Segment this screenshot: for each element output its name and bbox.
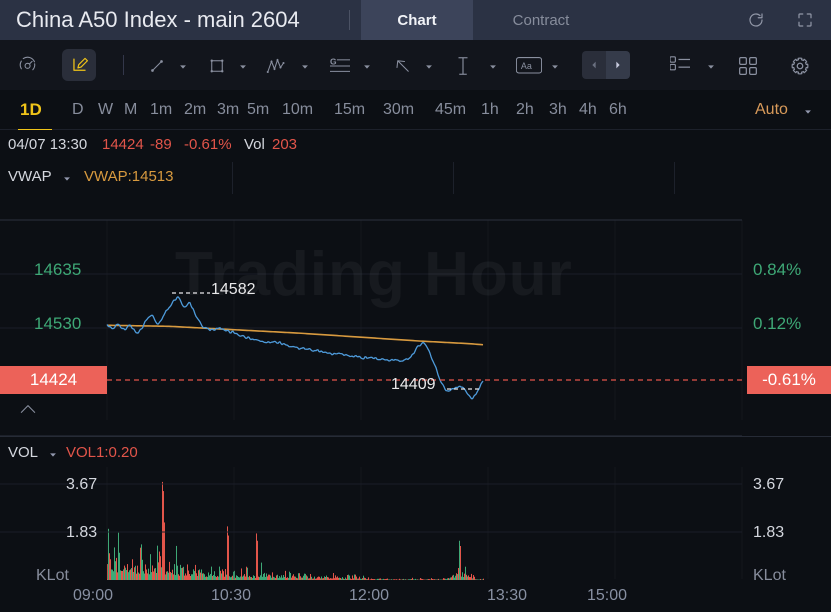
svg-text:Aa: Aa	[521, 61, 532, 71]
svg-text:G: G	[330, 57, 337, 66]
